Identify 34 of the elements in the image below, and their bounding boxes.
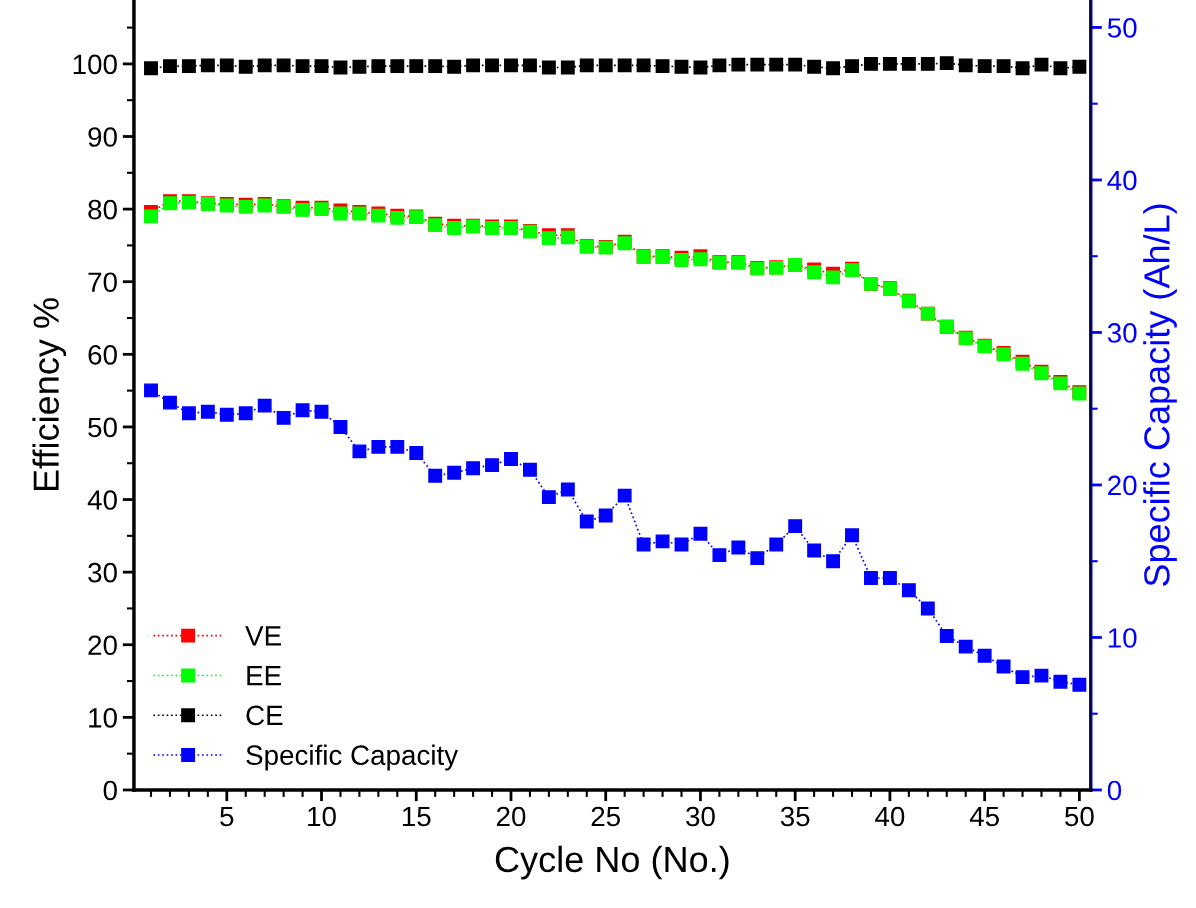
x-tick-label: 5 [220,806,234,827]
y-tick-label: 80 [88,199,117,220]
x-axis-title: Cycle No (No.) [495,845,729,880]
y2-tick-label: 10 [1108,628,1137,648]
x-tick-label: 20 [496,806,526,827]
x-tick-label: 40 [875,806,905,827]
x-tick-label: 35 [780,806,810,827]
x-tick-label: 10 [308,806,336,827]
x-tick-label: 30 [686,806,715,827]
y-tick-label: 70 [88,272,117,293]
x-tick-label: 50 [1065,806,1094,827]
y-tick-label: 90 [88,127,117,147]
y2-tick-label: 0 [1107,780,1122,801]
y-tick-label: 0 [103,780,117,801]
y-tick-label: 20 [88,635,117,656]
x-tick-label: 15 [402,806,431,827]
y-tick-label: 60 [88,344,117,365]
y-tick-label: 10 [89,708,117,728]
legend-label: Specific Capacity [246,744,459,771]
y-tick-label: 30 [88,562,117,583]
legend-label: EE [247,666,281,686]
y2-tick-label: 30 [1107,323,1137,343]
x-tick-label: 45 [969,806,999,827]
y2-axis-title: Specific Capacity (Ah/L) [1143,204,1177,586]
y2-tick-label: 50 [1107,18,1137,38]
legend-label: CE [246,705,283,726]
x-tick-label: 25 [591,806,621,827]
legend-label: VE [245,626,281,646]
y2-tick-label: 20 [1108,475,1137,496]
y2-tick-label: 40 [1107,170,1137,191]
y-tick-label: 100 [73,54,117,75]
y-axis-title: Efficiency % [32,298,67,491]
y-tick-label: 40 [87,490,117,510]
y-tick-label: 50 [88,417,117,438]
